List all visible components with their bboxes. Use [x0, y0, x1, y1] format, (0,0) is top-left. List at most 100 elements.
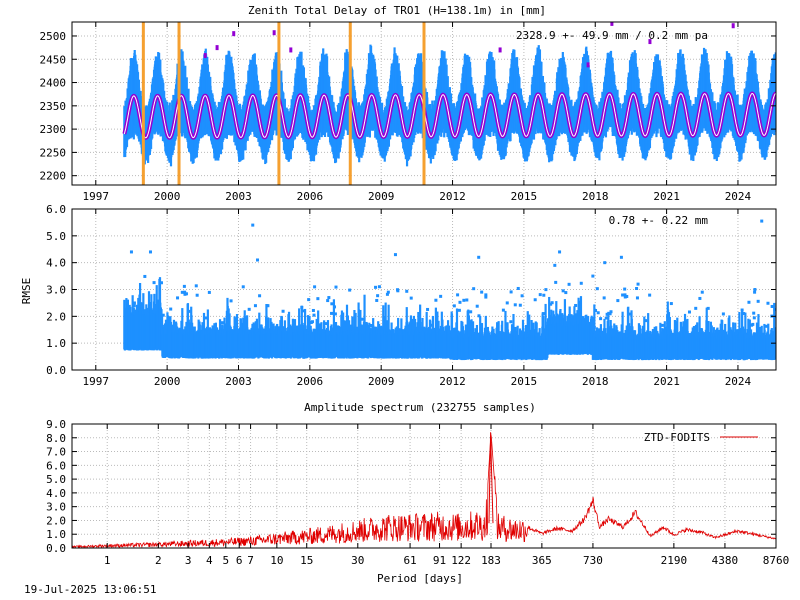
- spectrum-xtick-label: 61: [403, 554, 416, 567]
- rmse-scatter-point: [484, 295, 488, 299]
- rmse-scatter-point: [605, 312, 609, 316]
- ztd-outlier-point: [648, 39, 652, 45]
- rmse-scatter-point: [550, 301, 554, 305]
- ztd-plot-frame: [71, 21, 777, 186]
- rmse-scatter-point: [247, 307, 251, 311]
- rmse-scatter-point: [182, 284, 186, 288]
- rmse-scatter-point: [542, 293, 546, 297]
- spectrum-xtick-label: 4380: [712, 554, 739, 567]
- rmse-scatter-point: [456, 293, 460, 297]
- rmse-scatter-point: [549, 302, 553, 306]
- ztd-xtick-label: 2024: [725, 190, 752, 203]
- rmse-scatter-point: [635, 296, 639, 300]
- ztd-xtick-label: 2003: [225, 190, 252, 203]
- rmse-scatter-point: [458, 300, 462, 304]
- ztd-ytick-label: 2400: [40, 77, 67, 90]
- rmse-scatter-point: [333, 305, 337, 309]
- rmse-scatter-point: [509, 290, 513, 294]
- spectrum-peak-183: [488, 432, 494, 524]
- rmse-scatter-point: [334, 285, 338, 289]
- rmse-scatter-point: [648, 293, 652, 297]
- spectrum-xtick-label: 365: [532, 554, 552, 567]
- spectrum-xtick-label: 183: [481, 554, 501, 567]
- spectrum-ytick-label: 8.0: [46, 432, 66, 445]
- rmse-scatter-point: [258, 294, 262, 298]
- rmse-scatter-point: [501, 308, 505, 312]
- rmse-scatter-point: [561, 289, 565, 293]
- rmse-scatter-point: [462, 298, 466, 302]
- rmse-scatter-point: [311, 320, 315, 324]
- rmse-outlier-point: [760, 219, 764, 223]
- rmse-scatter-point: [608, 312, 612, 316]
- rmse-scatter-point: [426, 307, 430, 311]
- rmse-scatter-point: [625, 294, 629, 298]
- ztd-ytick-label: 2350: [40, 100, 67, 113]
- spectrum-xlabel: Period [days]: [377, 572, 463, 585]
- ztd-xtick-label: 2009: [368, 190, 395, 203]
- rmse-outlier-point: [393, 253, 397, 257]
- rmse-outlier-point: [553, 263, 557, 267]
- spectrum-xtick-label: 3: [185, 554, 192, 567]
- ztd-ytick-label: 2250: [40, 146, 67, 159]
- ztd-outlier-point: [289, 47, 293, 53]
- rmse-scatter-point: [229, 299, 233, 303]
- rmse-scatter-point: [472, 287, 476, 291]
- rmse-outlier-point: [434, 298, 438, 302]
- ztd-title: Zenith Total Delay of TRO1 (H=138.1m) in…: [248, 4, 546, 17]
- rmse-scatter-point: [595, 287, 599, 291]
- rmse-scatter-point: [609, 310, 613, 314]
- rmse-scatter-point: [187, 309, 191, 313]
- rmse-scatter-point: [452, 304, 456, 308]
- rmse-scatter-point: [176, 296, 180, 300]
- rmse-scatter-point: [591, 316, 595, 320]
- rmse-scatter-point: [375, 298, 379, 302]
- rmse-scatter-point: [330, 311, 334, 315]
- rmse-scatter-point: [747, 300, 751, 304]
- ztd-panel: Zenith Total Delay of TRO1 (H=138.1m) in…: [40, 4, 777, 203]
- spectrum-ytick-label: 4.0: [46, 487, 66, 500]
- rmse-scatter-point: [316, 297, 320, 301]
- rmse-ytick-label: 2.0: [46, 310, 66, 323]
- spectrum-xtick-label: 91: [433, 554, 446, 567]
- ztd-ytick-label: 2500: [40, 30, 67, 43]
- spectrum-xtick-label: 122: [451, 554, 471, 567]
- rmse-outlier-point: [148, 250, 152, 254]
- rmse-scatter-point: [509, 320, 513, 324]
- ztd-model-curve-core: [123, 92, 776, 139]
- rmse-scatter-point: [669, 302, 673, 306]
- ztd-xtick-label: 2000: [154, 190, 181, 203]
- rmse-scatter-point: [152, 281, 156, 285]
- spectrum-legend-label: ZTD-FODITS: [644, 431, 710, 444]
- rmse-scatter-point: [169, 307, 173, 311]
- ztd-xtick-label: 2021: [653, 190, 680, 203]
- rmse-scatter-point: [132, 301, 136, 305]
- rmse-scatter-point: [721, 312, 725, 316]
- rmse-scatter-point: [756, 299, 760, 303]
- rmse-scatter-point: [377, 285, 381, 289]
- spectrum-panel: Amplitude spectrum (232755 samples) Peri…: [46, 401, 789, 585]
- rmse-scatter-point: [516, 286, 520, 290]
- rmse-ytick-label: 1.0: [46, 337, 66, 350]
- rmse-outlier-point: [477, 255, 481, 259]
- rmse-scatter-point: [766, 301, 770, 305]
- ztd-ytick-label: 2200: [40, 170, 67, 183]
- rmse-ytick-label: 4.0: [46, 257, 66, 270]
- spectrum-plot-frame: [71, 423, 777, 549]
- rmse-outlier-point: [386, 290, 390, 294]
- spectrum-ytick-label: 1.0: [46, 528, 66, 541]
- rmse-scatter-point: [376, 294, 380, 298]
- spectrum-xtick-label: 730: [583, 554, 603, 567]
- ztd-outlier-point: [586, 62, 590, 68]
- rmse-scatter-point: [753, 288, 757, 292]
- rmse-scatter-point: [203, 316, 207, 320]
- rmse-scatter-point: [706, 306, 710, 310]
- rmse-annotation: 0.78 +- 0.22 mm: [609, 214, 709, 227]
- rmse-ytick-label: 3.0: [46, 284, 66, 297]
- ztd-outlier-point: [215, 45, 219, 51]
- rmse-panel: RMSE 1997 2000 2003 2006 2009 2012 2015 2018 202…: [20, 203, 777, 388]
- rmse-scatter-point: [604, 316, 608, 320]
- rmse-outlier-point: [753, 290, 757, 294]
- ztd-outlier-point: [272, 30, 276, 36]
- rmse-scatter-point: [541, 312, 545, 316]
- spectrum-ytick-label: 2.0: [46, 514, 66, 527]
